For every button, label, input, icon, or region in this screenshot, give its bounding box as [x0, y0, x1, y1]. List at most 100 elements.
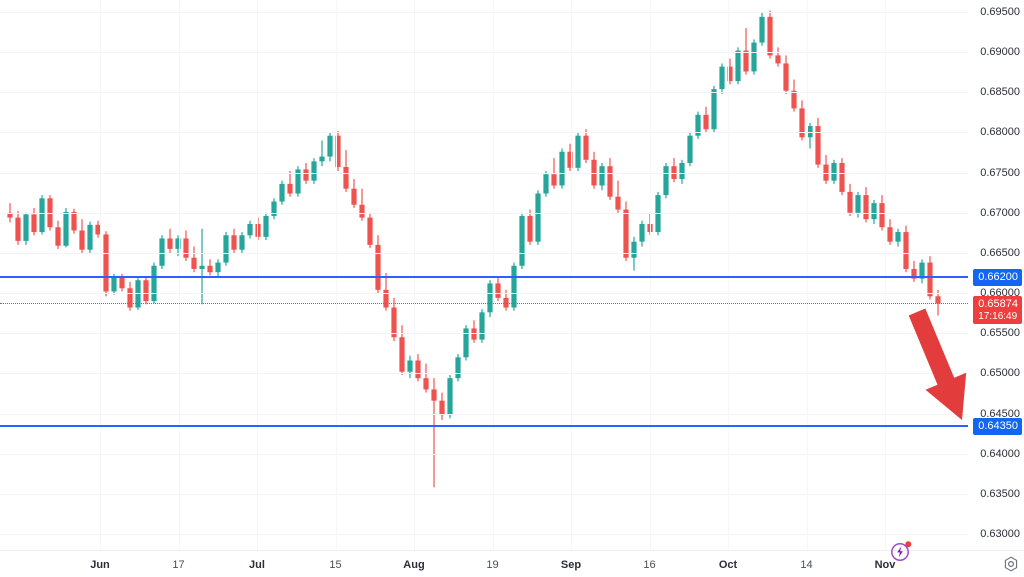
gridline-vertical	[492, 0, 494, 550]
candle-body	[175, 238, 181, 249]
candle-body	[903, 232, 909, 269]
candle-body	[767, 16, 773, 56]
price-line-last-price[interactable]	[0, 303, 968, 305]
price-tag-resistance[interactable]: 0.66200	[973, 269, 1022, 286]
candle-body	[759, 16, 765, 43]
price-axis-tick-label: 0.69500	[980, 6, 1020, 19]
price-tag-value: 0.65874	[978, 298, 1018, 311]
candle-body	[871, 203, 877, 220]
time-axis-tick-label: 17	[172, 559, 185, 571]
gridline-vertical	[649, 0, 651, 550]
candle-body	[335, 135, 341, 168]
price-axis-tick-label: 0.67500	[980, 166, 1020, 179]
candle-body	[719, 66, 725, 90]
gridline-horizontal	[0, 333, 968, 335]
candle-body	[775, 55, 781, 64]
candle-body	[519, 215, 525, 266]
candle-body	[599, 166, 605, 186]
candle-body	[807, 126, 813, 138]
price-axis-tick-label: 0.65500	[980, 327, 1020, 340]
notification-dot	[905, 541, 912, 548]
gridline-vertical	[178, 0, 180, 550]
candle-body	[607, 166, 613, 197]
candle-body	[783, 63, 789, 91]
price-tag-support[interactable]: 0.64350	[973, 417, 1022, 435]
candle-body	[855, 195, 861, 213]
price-axis-tick-label: 0.65000	[980, 367, 1020, 380]
candle-body	[639, 224, 645, 242]
candle-body	[575, 135, 581, 168]
candle-body	[327, 135, 333, 157]
candle-body	[303, 169, 309, 181]
gridline-horizontal	[0, 373, 968, 375]
gridline-vertical	[100, 0, 101, 550]
candle-body	[463, 328, 469, 358]
candle-body	[527, 215, 533, 242]
candle-body	[439, 400, 445, 416]
candle-body	[15, 217, 21, 241]
candle-body	[663, 166, 669, 196]
gridline-horizontal	[0, 413, 968, 415]
gridline-horizontal	[0, 533, 968, 535]
price-axis-tick-label: 0.63500	[980, 487, 1020, 500]
candle-body	[367, 217, 373, 245]
price-axis[interactable]: 0.69500 0.69000 0.68500 0.68000 0.67500 0.670…	[968, 0, 1024, 550]
candle-body	[879, 203, 885, 228]
time-axis-tick-label: 16	[643, 559, 656, 571]
gridline-horizontal	[0, 132, 968, 134]
gridline-horizontal	[0, 52, 968, 54]
candlestick-chart-canvas[interactable]	[0, 0, 968, 550]
gridline-horizontal	[0, 212, 968, 214]
gridline-vertical	[571, 0, 572, 550]
crosshair-icon[interactable]	[1003, 556, 1019, 572]
price-axis-tick-label: 0.64000	[980, 447, 1020, 460]
candle-body	[207, 265, 213, 273]
candle-body	[815, 126, 821, 165]
lightning-icon[interactable]	[890, 540, 912, 562]
candle-body	[239, 235, 245, 250]
candle-body	[271, 201, 277, 216]
candle-body	[615, 196, 621, 210]
candle-body	[231, 235, 237, 250]
candle-body	[79, 230, 85, 250]
price-tag-time: 17:16:49	[978, 311, 1018, 323]
candle-body	[7, 212, 13, 218]
gridline-horizontal	[0, 252, 968, 254]
candle-body	[583, 135, 589, 160]
candle-body	[263, 215, 269, 237]
price-line-support[interactable]	[0, 424, 968, 427]
time-axis-tick-label: Jul	[249, 559, 265, 571]
candle-body	[687, 135, 693, 163]
candle-body	[95, 224, 101, 235]
candle-body	[183, 238, 189, 258]
price-axis-tick-label: 0.66000	[980, 287, 1020, 300]
candle-body	[215, 262, 221, 273]
price-tag-last-price[interactable]: 0.65874 17:16:49	[973, 296, 1022, 325]
time-axis-tick-label: Jun	[90, 559, 110, 571]
gridline-vertical	[806, 0, 808, 550]
candle-body	[631, 241, 637, 258]
candle-body	[495, 283, 501, 298]
gridline-vertical	[257, 0, 258, 550]
candle-body	[31, 214, 37, 233]
candle-body	[711, 89, 717, 130]
candle-body	[431, 389, 437, 401]
candle-body	[23, 214, 29, 241]
candle-body	[567, 151, 573, 168]
candle-body	[623, 209, 629, 258]
gridline-vertical	[414, 0, 415, 550]
candle-body	[751, 42, 757, 72]
candle-body	[383, 289, 389, 308]
candle-body	[479, 312, 485, 340]
candle-body	[295, 169, 301, 194]
gridline-vertical	[335, 0, 337, 550]
candle-body	[935, 296, 941, 304]
time-axis-tick-label: Aug	[403, 559, 425, 571]
price-line-resistance[interactable]	[0, 276, 968, 278]
time-axis[interactable]: Jun 17 Jul 15 Aug 19 Sep 16 Oct 14 Nov	[0, 550, 1024, 577]
candle-body	[375, 244, 381, 290]
gridline-horizontal	[0, 12, 968, 14]
candle-body	[679, 162, 685, 180]
candle-body	[287, 183, 293, 194]
